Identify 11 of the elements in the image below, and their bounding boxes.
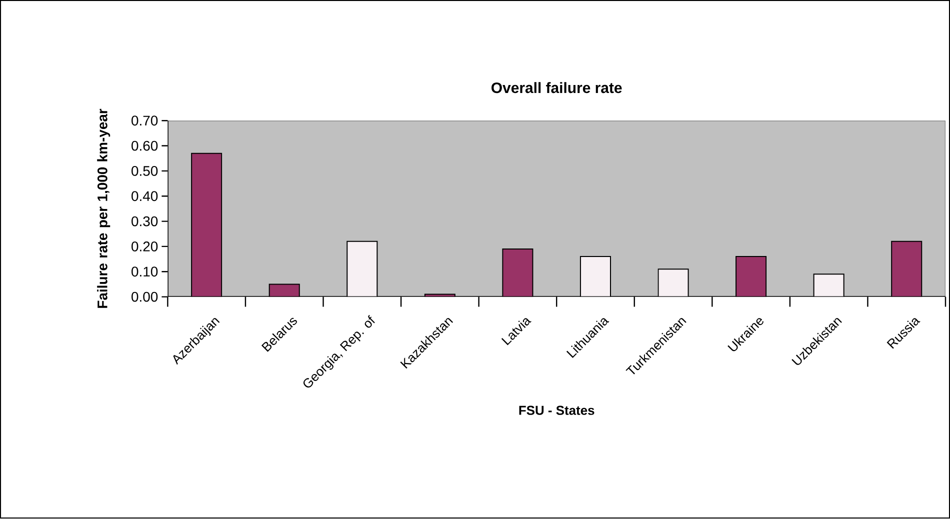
y-tick-label: 0.30: [132, 216, 158, 226]
y-tick-label: 0.20: [132, 242, 158, 252]
y-tick-label: 0.00: [132, 292, 158, 302]
y-tick-label: 0.70: [132, 116, 158, 126]
y-axis-title: Failure rate per 1,000 km-year: [97, 109, 110, 308]
y-tick-label: 0.60: [132, 141, 158, 151]
chart-title: Overall failure rate: [492, 82, 622, 94]
x-axis-title: FSU - States: [519, 406, 594, 416]
y-tick-label: 0.10: [132, 266, 158, 277]
y-tick-label: 0.50: [132, 166, 158, 176]
y-tick-label: 0.40: [132, 191, 158, 202]
